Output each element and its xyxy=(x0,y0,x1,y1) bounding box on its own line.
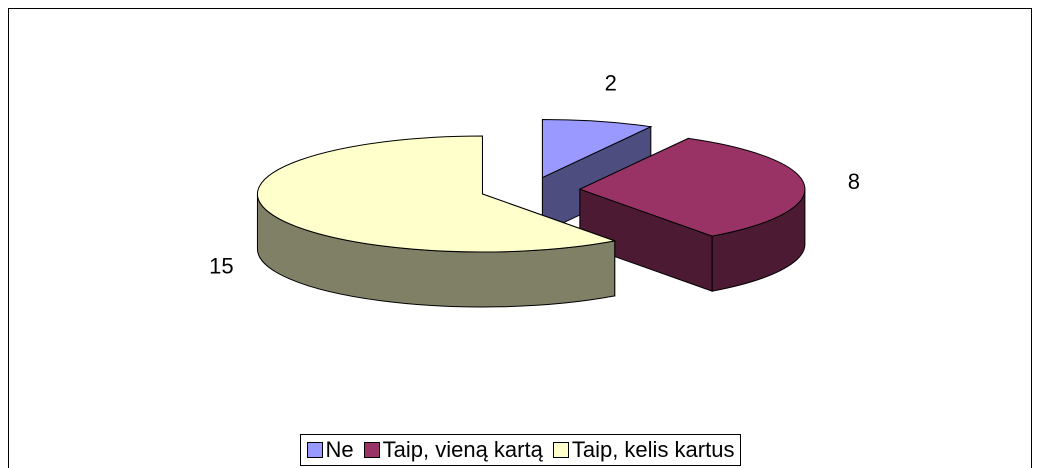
legend-item: Taip, kelis kartus xyxy=(552,437,735,463)
legend-item: Ne xyxy=(306,437,354,463)
slice xyxy=(541,119,653,179)
data-label: 15 xyxy=(209,253,233,278)
legend: Ne Taip, vieną kartą Taip, kelis kartus xyxy=(299,434,742,466)
data-label: 2 xyxy=(605,71,617,96)
legend-label: Taip, vieną kartą xyxy=(382,437,543,462)
slice xyxy=(578,137,806,237)
slice xyxy=(257,135,617,253)
legend-label: Taip, kelis kartus xyxy=(571,437,735,462)
legend-area: Ne Taip, vieną kartą Taip, kelis kartus xyxy=(0,434,1041,466)
legend-label: Ne xyxy=(325,437,354,462)
legend-item: Taip, vieną kartą xyxy=(363,437,543,463)
data-label: 8 xyxy=(848,169,860,194)
legend-swatch xyxy=(552,442,569,458)
chart-frame xyxy=(8,8,1032,468)
legend-swatch xyxy=(306,442,323,458)
legend-swatch xyxy=(363,442,380,458)
